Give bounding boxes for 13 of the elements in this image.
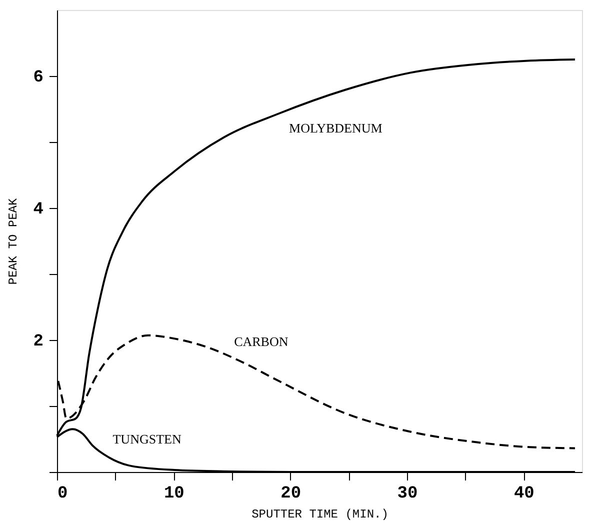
x-tick-label: 0 <box>58 484 68 504</box>
x-tick-label: 30 <box>397 484 418 504</box>
x-tick-label: 20 <box>280 484 302 504</box>
y-axis-title: PEAK TO PEAK <box>6 198 20 285</box>
y-tick-label: 4 <box>33 200 44 220</box>
x-axis-title: SPUTTER TIME (MIN.) <box>252 508 388 522</box>
y-tick-label: 2 <box>33 332 44 352</box>
annotation: TUNGSTEN <box>112 431 182 446</box>
annotation: CARBON <box>234 334 289 350</box>
x-tick-label: 40 <box>514 484 534 504</box>
y-tick-label: 6 <box>33 68 44 88</box>
x-tick-label: 10 <box>164 484 184 504</box>
annotation: MOLYBDENUM <box>289 120 383 136</box>
